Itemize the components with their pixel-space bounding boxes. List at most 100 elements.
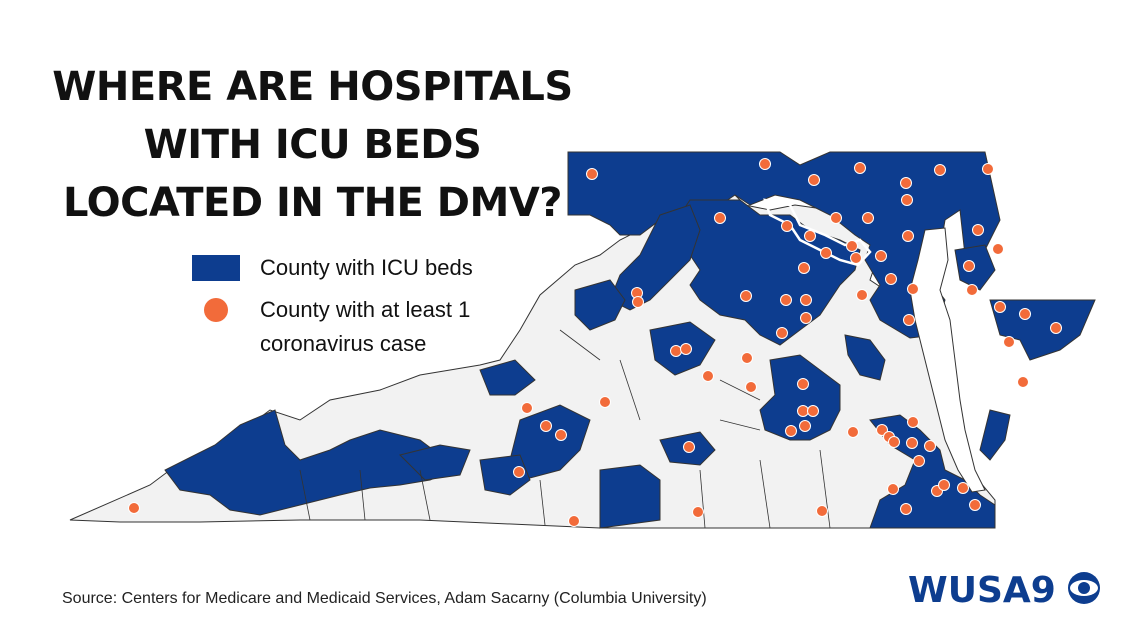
case-dot — [885, 273, 897, 285]
case-dot — [781, 220, 793, 232]
case-dot — [963, 260, 975, 272]
case-dot — [568, 515, 580, 527]
source-note: Source: Centers for Medicare and Medicai… — [62, 590, 707, 607]
case-dot — [957, 482, 969, 494]
case-dot — [797, 405, 809, 417]
county-border — [719, 379, 761, 401]
icu-county — [954, 244, 996, 291]
case-dot — [540, 420, 552, 432]
case-dot — [745, 381, 757, 393]
case-dot — [800, 294, 812, 306]
county-border — [819, 449, 831, 529]
icu-county — [479, 454, 531, 496]
logo-text: WUSA9 — [908, 570, 1056, 611]
icu-counties — [164, 151, 1096, 529]
case-dot — [741, 352, 753, 364]
case-dot — [804, 230, 816, 242]
case-dot — [807, 405, 819, 417]
case-dot — [586, 168, 598, 180]
case-dot — [670, 345, 682, 357]
legend-label-case: County with at least 1 coronavirus case — [240, 295, 470, 359]
case-dot — [994, 301, 1006, 313]
case-dot — [820, 247, 832, 259]
case-dot — [521, 402, 533, 414]
case-dot — [702, 370, 714, 382]
case-dot — [692, 506, 704, 518]
case-dot — [972, 224, 984, 236]
title-line-2: WITH ICU BEDS — [143, 122, 482, 168]
case-dot — [862, 212, 874, 224]
icu-county — [844, 334, 886, 381]
case-dot — [797, 378, 809, 390]
case-dot — [128, 502, 140, 514]
case-dot — [854, 162, 866, 174]
case-dot — [906, 437, 918, 449]
case-dot-swatch — [204, 298, 228, 322]
case-dot — [683, 441, 695, 453]
icu-county — [164, 409, 456, 516]
county-border — [619, 359, 641, 421]
case-dot — [992, 243, 1004, 255]
case-dot — [969, 499, 981, 511]
icu-county — [989, 299, 1096, 361]
legend-label-case-line2: coronavirus case — [260, 331, 427, 356]
case-dot — [875, 250, 887, 262]
case-dot — [847, 426, 859, 438]
case-dot — [902, 230, 914, 242]
case-dot — [799, 420, 811, 432]
icu-county — [479, 359, 536, 396]
case-dot — [938, 479, 950, 491]
case-dot — [907, 283, 919, 295]
case-dot — [798, 262, 810, 274]
map-title: WHERE ARE HOSPITALS WITH ICU BEDS LOCATE… — [40, 58, 585, 232]
title-line-3: LOCATED IN THE DMV? — [63, 180, 562, 226]
county-borders — [299, 329, 831, 529]
case-dot — [780, 294, 792, 306]
case-dot — [513, 466, 525, 478]
county-border — [359, 469, 366, 521]
cbs-eye-pupil — [1078, 582, 1090, 594]
legend-label-icu: County with ICU beds — [260, 255, 473, 280]
case-dot — [714, 212, 726, 224]
county-border — [419, 469, 431, 521]
case-dot — [856, 289, 868, 301]
case-dot — [887, 483, 899, 495]
county-border — [699, 469, 706, 529]
icu-county — [759, 354, 841, 441]
legend-item-case: County with at least 1 coronavirus case — [192, 295, 473, 359]
case-dot — [900, 503, 912, 515]
county-border — [759, 459, 771, 529]
icu-county — [574, 279, 626, 331]
case-dot — [776, 327, 788, 339]
case-dot — [850, 252, 862, 264]
case-dot — [924, 440, 936, 452]
county-border — [719, 419, 761, 431]
legend-label-case-line1: County with at least 1 — [260, 297, 471, 322]
case-dot — [1003, 336, 1015, 348]
case-dot — [888, 436, 900, 448]
title-line-1: WHERE ARE HOSPITALS — [52, 64, 573, 110]
county-border — [299, 469, 311, 521]
case-dot — [903, 314, 915, 326]
case-dot — [830, 212, 842, 224]
county-border — [539, 479, 546, 526]
case-dot — [907, 416, 919, 428]
wusa9-logo: WUSA9 — [908, 570, 1100, 611]
case-dot — [680, 343, 692, 355]
case-dot — [966, 284, 978, 296]
case-dot — [785, 425, 797, 437]
case-dot — [816, 505, 828, 517]
case-dot — [632, 296, 644, 308]
case-dot — [901, 194, 913, 206]
case-dot — [900, 177, 912, 189]
case-dot — [555, 429, 567, 441]
icu-county — [869, 414, 996, 529]
icu-county — [979, 409, 1011, 461]
case-dot — [800, 312, 812, 324]
case-dot — [846, 240, 858, 252]
case-dot — [1017, 376, 1029, 388]
icu-swatch — [192, 255, 240, 281]
case-dot — [982, 163, 994, 175]
case-dot — [599, 396, 611, 408]
